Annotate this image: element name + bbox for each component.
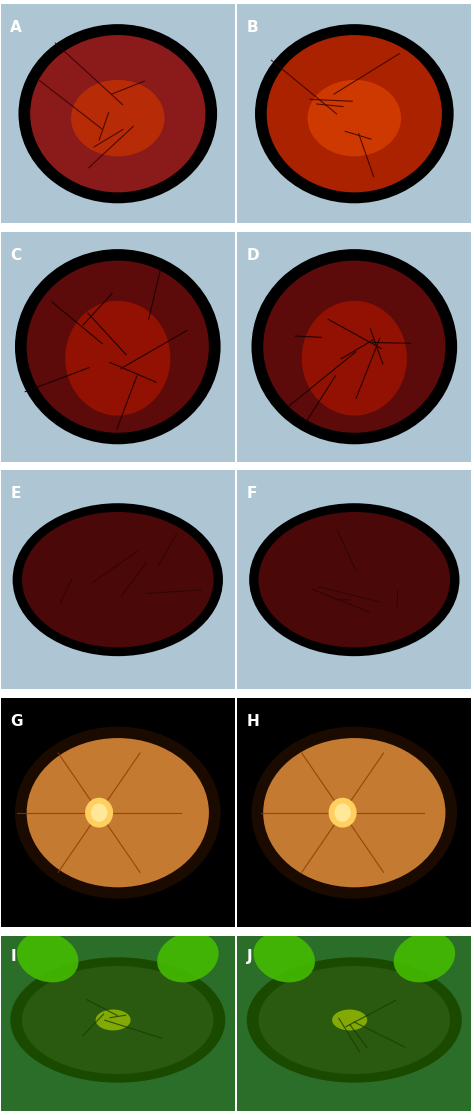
Text: D: D	[247, 248, 259, 263]
Text: E: E	[10, 486, 21, 501]
Ellipse shape	[267, 35, 442, 193]
Ellipse shape	[17, 932, 79, 982]
Ellipse shape	[252, 249, 457, 444]
Ellipse shape	[65, 301, 170, 416]
Ellipse shape	[18, 25, 217, 203]
Ellipse shape	[254, 932, 315, 982]
Ellipse shape	[302, 301, 407, 416]
Text: G: G	[10, 714, 23, 729]
Ellipse shape	[247, 958, 462, 1083]
Text: H: H	[247, 714, 260, 729]
Ellipse shape	[85, 797, 113, 827]
Text: F: F	[247, 486, 257, 501]
Ellipse shape	[249, 503, 459, 656]
Ellipse shape	[91, 804, 107, 822]
Ellipse shape	[263, 261, 446, 433]
Ellipse shape	[96, 1009, 131, 1030]
Ellipse shape	[27, 738, 209, 888]
Text: A: A	[10, 20, 22, 35]
Ellipse shape	[27, 261, 209, 433]
Text: B: B	[247, 20, 258, 35]
Ellipse shape	[71, 80, 164, 156]
Ellipse shape	[258, 512, 450, 648]
Text: C: C	[10, 248, 21, 263]
Ellipse shape	[15, 727, 220, 899]
Text: J: J	[247, 949, 253, 963]
Ellipse shape	[255, 25, 454, 203]
Ellipse shape	[22, 512, 214, 648]
Ellipse shape	[393, 932, 455, 982]
Ellipse shape	[10, 958, 225, 1083]
Ellipse shape	[263, 738, 446, 888]
Ellipse shape	[328, 797, 356, 827]
Ellipse shape	[308, 80, 401, 156]
Ellipse shape	[13, 503, 223, 656]
Ellipse shape	[15, 249, 220, 444]
Ellipse shape	[157, 932, 219, 982]
Ellipse shape	[22, 966, 214, 1074]
Ellipse shape	[252, 727, 457, 899]
Ellipse shape	[258, 966, 450, 1074]
Ellipse shape	[335, 804, 351, 822]
Ellipse shape	[30, 35, 205, 193]
Ellipse shape	[332, 1009, 367, 1030]
Text: I: I	[10, 949, 16, 963]
